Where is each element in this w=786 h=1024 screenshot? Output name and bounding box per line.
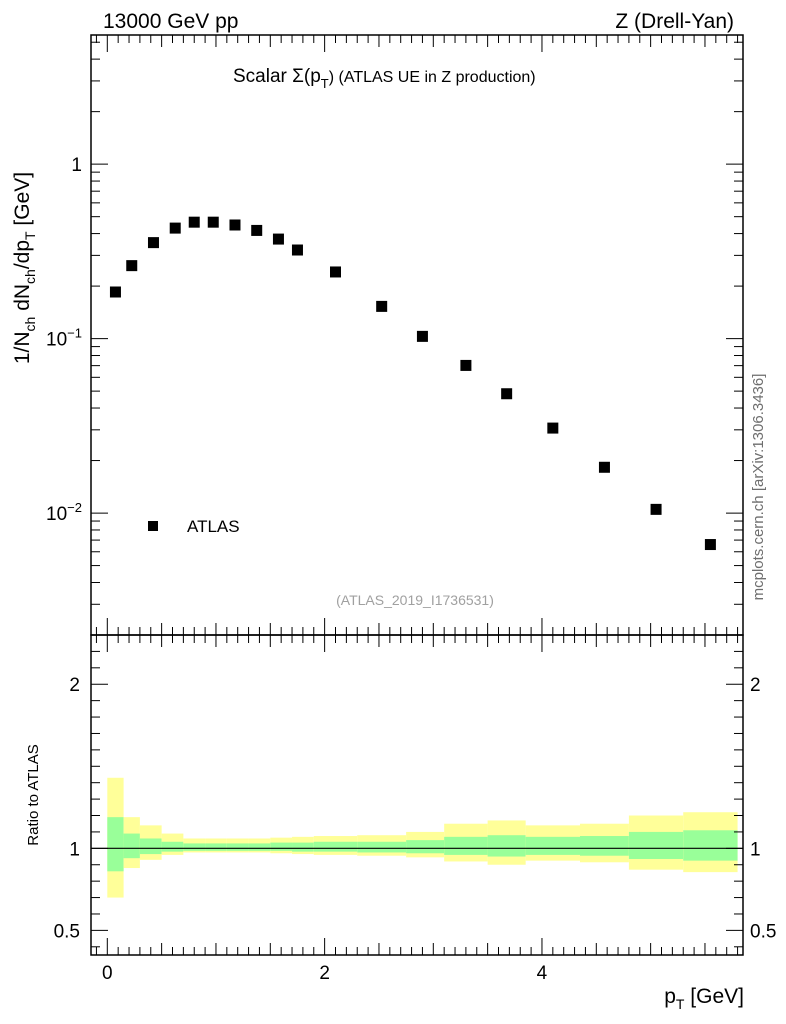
data-point (547, 422, 559, 434)
data-point (126, 260, 138, 272)
title-prefix: Scalar Σ(p (233, 66, 321, 87)
legend-label-atlas: ATLAS (187, 517, 240, 536)
data-points (109, 216, 716, 551)
inner-uncertainty-band (487, 835, 526, 857)
uncertainty-bands (107, 777, 738, 898)
data-point (416, 330, 428, 342)
data-point (169, 222, 181, 234)
inner-uncertainty-band (183, 843, 206, 851)
main-y-tick-label: 1 (71, 155, 82, 176)
ratio-plot-frame (90, 634, 744, 956)
main-plot-title: Scalar Σ(pT) (ATLAS UE in Z production) (233, 66, 536, 91)
main-panel: 1 10−1 10−2 ATLAS (ATLAS_2019_I1736531) (46, 34, 744, 636)
ratio-y-tick-label-left: 1 (69, 839, 80, 860)
inner-uncertainty-band (226, 843, 249, 851)
inner-uncertainty-band (139, 838, 162, 855)
data-point (109, 286, 121, 298)
inner-uncertainty-band (683, 830, 738, 861)
inner-uncertainty-band (123, 833, 140, 859)
ratio-y-tick-label-right: 1 (750, 839, 761, 860)
inner-uncertainty-band (357, 841, 407, 853)
title-sub: T (321, 76, 329, 91)
x-tick-label: 4 (537, 963, 548, 984)
data-point (650, 503, 662, 515)
credit-label: mcplots.cern.ch [arXiv:1306.3436] (750, 374, 767, 601)
data-point (229, 219, 241, 231)
x-axis-title: pT [GeV] (664, 985, 744, 1012)
data-point (272, 233, 284, 245)
inner-uncertainty-band (270, 842, 293, 851)
ratio-y-axis-title: Ratio to ATLAS (25, 744, 42, 845)
ratio-y-tick-label-left: 0.5 (54, 921, 80, 942)
inner-uncertainty-band (107, 817, 124, 872)
data-point (147, 237, 159, 249)
inner-uncertainty-band (628, 831, 684, 859)
ratio-axis-ticks (91, 635, 743, 955)
legend-marker-atlas (148, 521, 158, 531)
ratio-y-tick-label-left: 2 (69, 675, 80, 696)
inner-uncertainty-band (580, 836, 629, 856)
data-point (330, 266, 341, 278)
inner-uncertainty-band (444, 836, 488, 855)
inner-uncertainty-band (292, 842, 314, 852)
data-point (704, 539, 716, 551)
energy-label: 13000 GeV pp (103, 10, 238, 33)
main-y-tick-label: 10−1 (46, 326, 82, 351)
x-tick-label: 2 (319, 963, 330, 984)
data-point (188, 216, 200, 228)
inner-uncertainty-band (248, 843, 271, 851)
inner-uncertainty-band (406, 840, 445, 854)
main-y-tick-labels: 1 10−1 10−2 (46, 155, 82, 525)
analysis-label: (ATLAS_2019_I1736531) (336, 592, 494, 608)
data-point (598, 461, 610, 473)
data-point (291, 244, 303, 256)
ratio-tick-labels: 0.5 0.5 1 1 2 2 0 2 4 (54, 675, 777, 984)
data-point (501, 388, 513, 400)
data-point (460, 359, 472, 371)
ratio-panel: 0.5 0.5 1 1 2 2 0 2 4 (54, 634, 777, 984)
process-label: Z (Drell-Yan) (615, 10, 734, 33)
main-axis-ticks (91, 35, 743, 636)
inner-uncertainty-band (205, 843, 227, 851)
data-point (207, 216, 219, 228)
main-y-axis-title: 1/Nch dNch/dpT [GeV] (11, 172, 38, 364)
main-y-tick-label: 10−2 (46, 500, 82, 525)
data-point (376, 300, 388, 312)
x-tick-label: 0 (102, 963, 113, 984)
ratio-y-tick-label-right: 2 (750, 675, 761, 696)
ratio-y-tick-label-right: 0.5 (750, 921, 776, 942)
inner-uncertainty-band (161, 841, 184, 852)
data-point (251, 224, 263, 236)
inner-uncertainty-band (313, 841, 358, 852)
title-suffix: ) (ATLAS UE in Z production) (329, 69, 536, 86)
inner-uncertainty-band (525, 836, 580, 855)
